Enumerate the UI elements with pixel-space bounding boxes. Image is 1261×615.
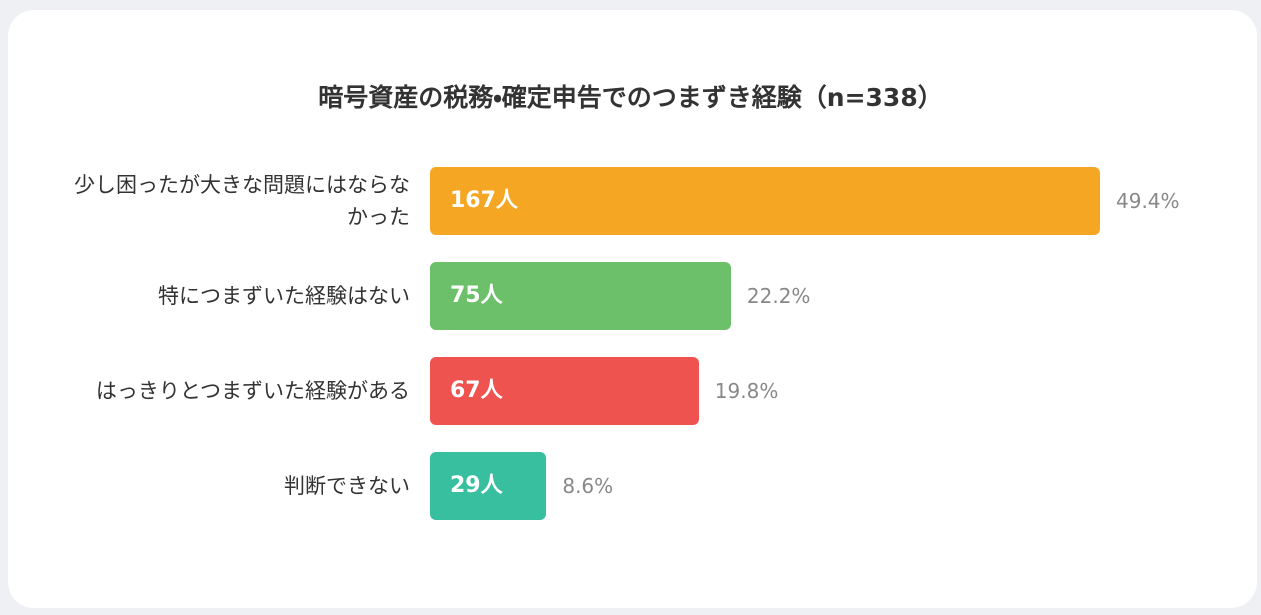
bar: 67人 — [430, 357, 699, 425]
bar: 29人 — [430, 452, 547, 520]
value-label: 167人 — [450, 188, 518, 213]
percentage-label: 49.4% — [1116, 189, 1180, 213]
chart-title: 暗号資産の税務・確定申告でのつまずき経験（n=338） — [318, 83, 943, 112]
category-label: 判断できない — [284, 474, 410, 498]
category-label: はっきりとつまずいた経験がある — [95, 379, 410, 403]
value-label: 29人 — [450, 473, 503, 498]
bar: 75人 — [430, 262, 731, 330]
bar: 167人 — [430, 167, 1100, 235]
percentage-label: 8.6% — [562, 474, 614, 498]
percentage-label: 19.8% — [714, 379, 779, 403]
value-label: 75人 — [450, 283, 503, 308]
percentage-label: 22.2% — [746, 284, 811, 308]
category-label: 少し困ったが大きな問題にはならなかった — [74, 173, 410, 229]
value-label: 67人 — [450, 378, 503, 403]
category-label: 特につまずいた経験はない — [158, 284, 410, 308]
